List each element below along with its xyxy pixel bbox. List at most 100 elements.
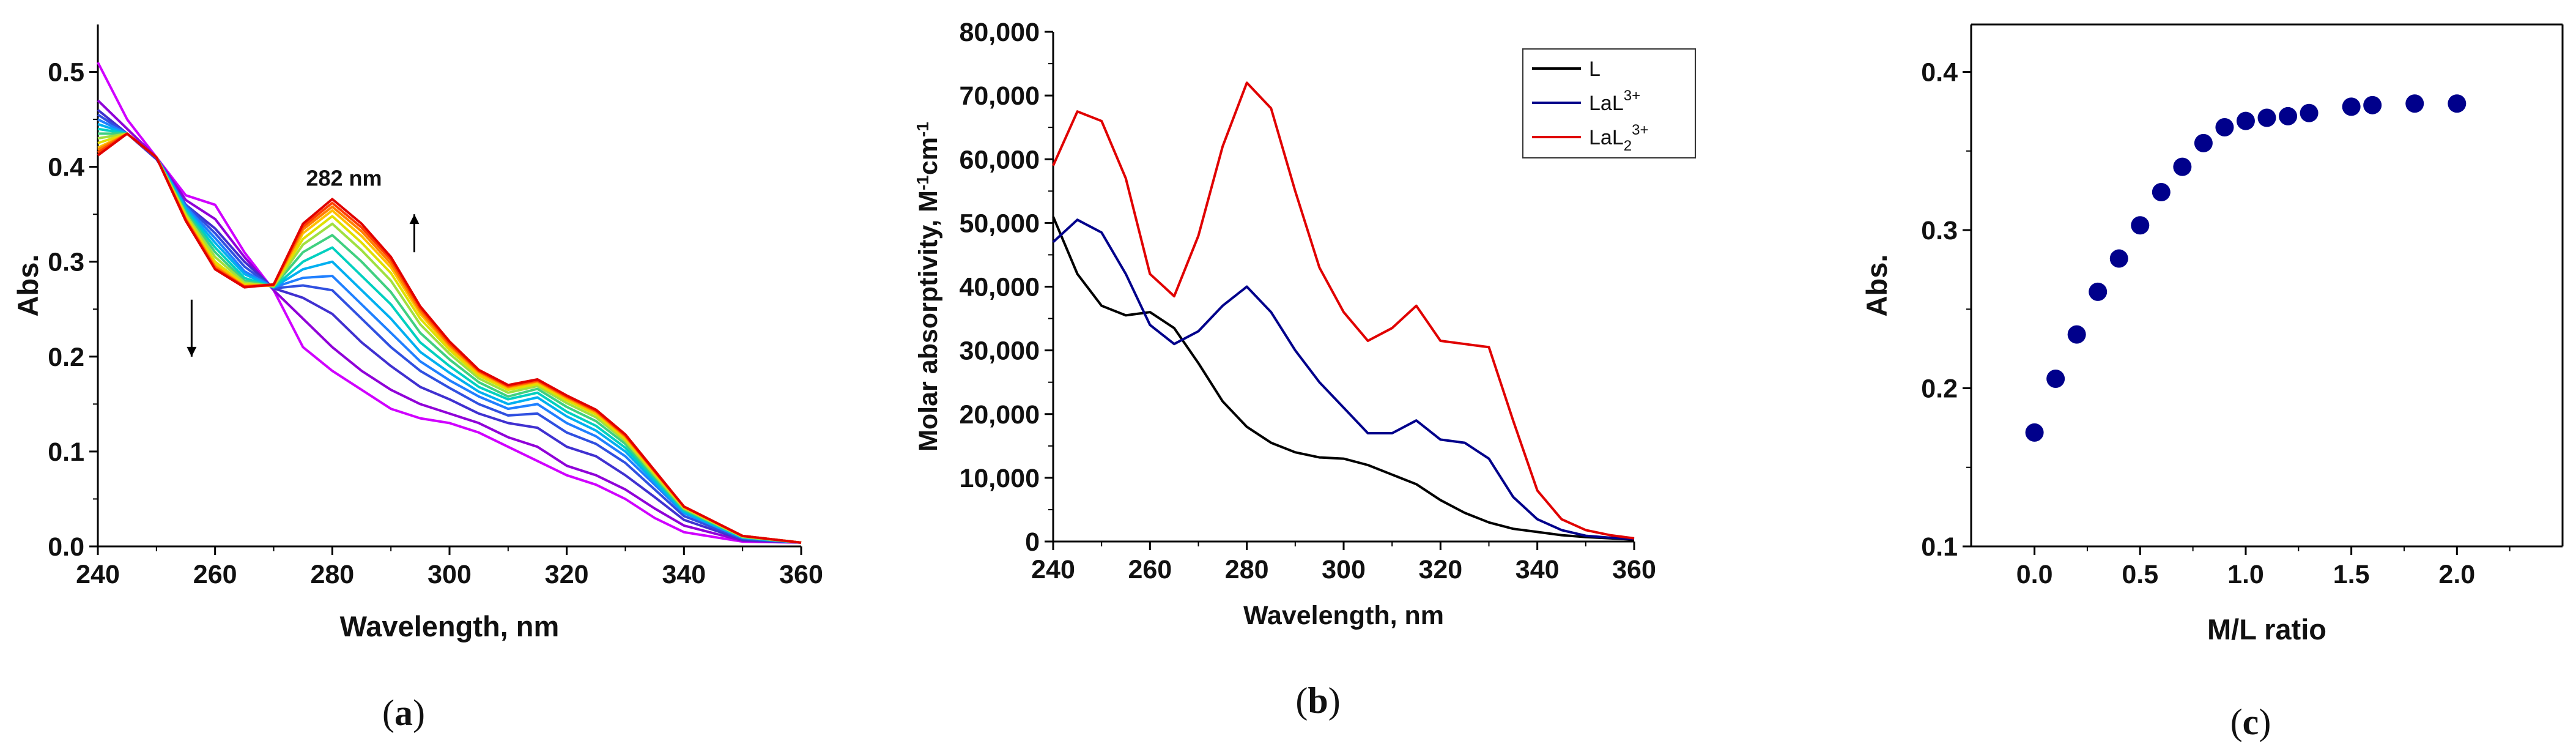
x-tick-label: 0.5 (2122, 560, 2158, 589)
y-axis-title-part-3: cm (914, 137, 943, 175)
legend-label-3: LaL23+ (1589, 122, 1648, 154)
arrow-up-head (409, 214, 420, 225)
data-point (2046, 370, 2065, 389)
series-line-LaL3plus (1052, 218, 1635, 540)
spectrum-line-7 (97, 127, 802, 544)
spectrum-line-4 (97, 113, 802, 544)
spectrum-line-8 (98, 132, 802, 544)
y-axis-title: Abs. (1860, 255, 1893, 317)
x-tick-label: 280 (1225, 555, 1269, 584)
y-tick-label: 0.1 (1921, 532, 1958, 562)
data-point (2194, 133, 2213, 152)
legend-label-text: LaL (1589, 92, 1624, 115)
data-point (2257, 108, 2276, 127)
data-point (2109, 249, 2128, 268)
spectrum-line-9 (97, 132, 802, 544)
data-point (2173, 157, 2192, 176)
panel-b: 240 260 280 300 320 340 360 0 10,000 20,000 30,000… (913, 18, 1696, 630)
x-tick-label: 300 (1322, 555, 1366, 584)
spectrum-line-6 (97, 122, 802, 544)
y-tick-label: 0.2 (48, 343, 84, 372)
y-axis-title: Molar absorptivity, M-1cm-1 (913, 122, 943, 452)
y-tick-label: 0.0 (48, 532, 84, 562)
x-tick-label: 360 (1612, 555, 1656, 584)
data-point (2363, 95, 2382, 114)
x-tick-label: 360 (779, 560, 823, 589)
data-point (2152, 182, 2171, 201)
spectrum-line-11 (97, 132, 802, 544)
spectrum-line-13 (97, 132, 802, 544)
spectrum-line-12 (97, 132, 802, 544)
x-tick-label: 2.0 (2438, 560, 2475, 589)
panel-c: 0.0 0.5 1.0 1.5 2.0 0.1 0.2 0.3 0.4 M/L ratio Abs. (1860, 23, 2564, 646)
x-tick-label: 340 (1516, 555, 1560, 584)
panel-a: 240 260 280 300 320 340 360 0.0 0.1 0.2 0.3 0.4 0.5 2… (12, 24, 823, 642)
x-tick-label: 280 (310, 560, 354, 589)
y-tick-label: 70,000 (959, 81, 1040, 111)
y-tick-label: 0.4 (48, 153, 84, 182)
x-tick-label: 320 (545, 560, 589, 589)
spectrum-line-1 (97, 62, 802, 544)
y-tick-label: 0.3 (48, 248, 84, 277)
y-tick-label: 40,000 (959, 273, 1040, 302)
data-point (2067, 325, 2086, 344)
spectrum-line-14 (97, 132, 802, 544)
y-tick-label: 80,000 (959, 18, 1040, 47)
y-tick-label: 60,000 (959, 145, 1040, 174)
data-point (2131, 216, 2150, 235)
y-tick-label: 0.2 (1921, 374, 1958, 404)
y-tick-label: 10,000 (959, 464, 1040, 493)
data-point (2300, 103, 2319, 122)
y-tick-label: 0.4 (1921, 58, 1958, 87)
x-tick-label: 1.5 (2333, 560, 2370, 589)
x-axis-title: M/L ratio (2207, 613, 2326, 646)
y-tick-label: 30,000 (959, 337, 1040, 366)
x-axis-title: Wavelength, nm (1243, 601, 1444, 630)
legend-label-2: LaL3+ (1589, 87, 1640, 115)
series-line-L (1052, 216, 1635, 541)
panel-label-b: (b) (1295, 680, 1340, 721)
y-axis-title-part-1: Molar absorptivity, M (914, 190, 943, 452)
legend-label-1: L (1589, 58, 1601, 81)
series-line-LaL23plus (1052, 81, 1635, 540)
data-point (2405, 94, 2424, 113)
x-tick-label: 1.0 (2227, 560, 2264, 589)
spectrum-line-10 (97, 132, 802, 544)
peak-annotation: 282 nm (306, 166, 382, 191)
y-tick-label: 0.5 (48, 58, 84, 87)
data-point (2448, 94, 2467, 113)
panel-label-c: (c) (2230, 702, 2271, 742)
data-point (2236, 111, 2255, 130)
x-tick-label: 340 (662, 560, 706, 589)
y-tick-label: 50,000 (959, 209, 1040, 238)
x-tick-label: 300 (427, 560, 472, 589)
y-tick-label: 0.1 (48, 437, 84, 467)
spectrum-line-3 (97, 109, 802, 544)
data-point (2025, 423, 2044, 442)
panel-label-a: (a) (382, 693, 425, 733)
spectrum-line-2 (97, 99, 802, 544)
y-axis-title-part-2: -1 (913, 175, 932, 190)
x-axis-title: Wavelength, nm (340, 610, 560, 642)
spectrum-line-5 (97, 118, 802, 544)
x-tick-label: 320 (1418, 555, 1462, 584)
legend-label-text: LaL (1589, 126, 1624, 149)
x-tick-label: 260 (193, 560, 237, 589)
y-tick-label: 0.3 (1921, 216, 1958, 245)
legend-label-superscript: 3+ (1624, 87, 1640, 104)
legend-label-text: L (1589, 58, 1601, 81)
legend-label-subscript: 2 (1624, 138, 1632, 154)
y-tick-label: 20,000 (959, 400, 1040, 430)
arrow-down-head (187, 346, 197, 357)
y-axis-title-part-4: -1 (913, 122, 932, 137)
x-tick-label: 0.0 (2016, 560, 2053, 589)
legend-label-superscript: 3+ (1632, 122, 1648, 138)
x-tick-label: 240 (76, 560, 120, 589)
data-point (2342, 97, 2361, 116)
data-point (2215, 118, 2234, 137)
x-tick-label: 240 (1031, 555, 1075, 584)
x-tick-label: 260 (1128, 555, 1172, 584)
data-point (2089, 282, 2108, 301)
